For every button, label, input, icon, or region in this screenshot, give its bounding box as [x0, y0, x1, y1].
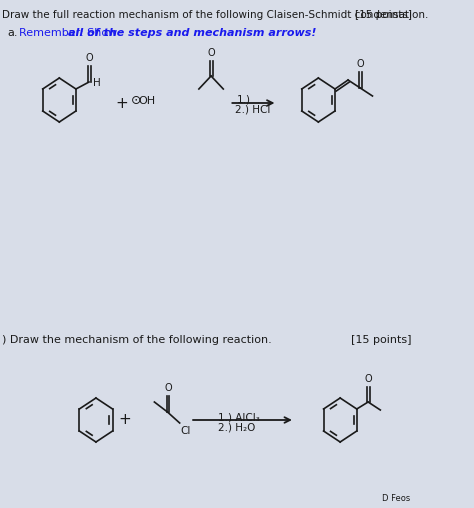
- Text: [15 points]: [15 points]: [351, 335, 412, 345]
- Text: ⊙: ⊙: [131, 94, 141, 108]
- Text: O: O: [86, 53, 93, 63]
- Text: Draw the full reaction mechanism of the following Claisen-Schmidt condensation.: Draw the full reaction mechanism of the …: [2, 10, 428, 20]
- Text: 1.) AlCl₃: 1.) AlCl₃: [218, 412, 260, 422]
- Text: ) Draw the mechanism of the following reaction.: ) Draw the mechanism of the following re…: [2, 335, 272, 345]
- Text: [15 points]: [15 points]: [355, 10, 412, 20]
- Text: O: O: [164, 383, 172, 393]
- Text: all of the steps and mechanism arrows!: all of the steps and mechanism arrows!: [68, 28, 317, 38]
- Text: OH: OH: [139, 96, 156, 106]
- Text: Cl: Cl: [181, 426, 191, 436]
- Text: +: +: [118, 412, 131, 428]
- Text: O: O: [357, 59, 365, 69]
- Text: 1.): 1.): [237, 95, 251, 105]
- Text: Remember: Show: Remember: Show: [19, 28, 121, 38]
- Text: D Feos: D Feos: [382, 494, 410, 503]
- Text: H: H: [93, 78, 101, 88]
- Text: 2.) H₂O: 2.) H₂O: [218, 423, 255, 433]
- Text: O: O: [365, 374, 373, 384]
- Text: +: +: [116, 96, 128, 111]
- Text: 2.) HCl: 2.) HCl: [236, 105, 271, 115]
- Text: O: O: [208, 48, 215, 58]
- Text: a.: a.: [7, 28, 18, 38]
